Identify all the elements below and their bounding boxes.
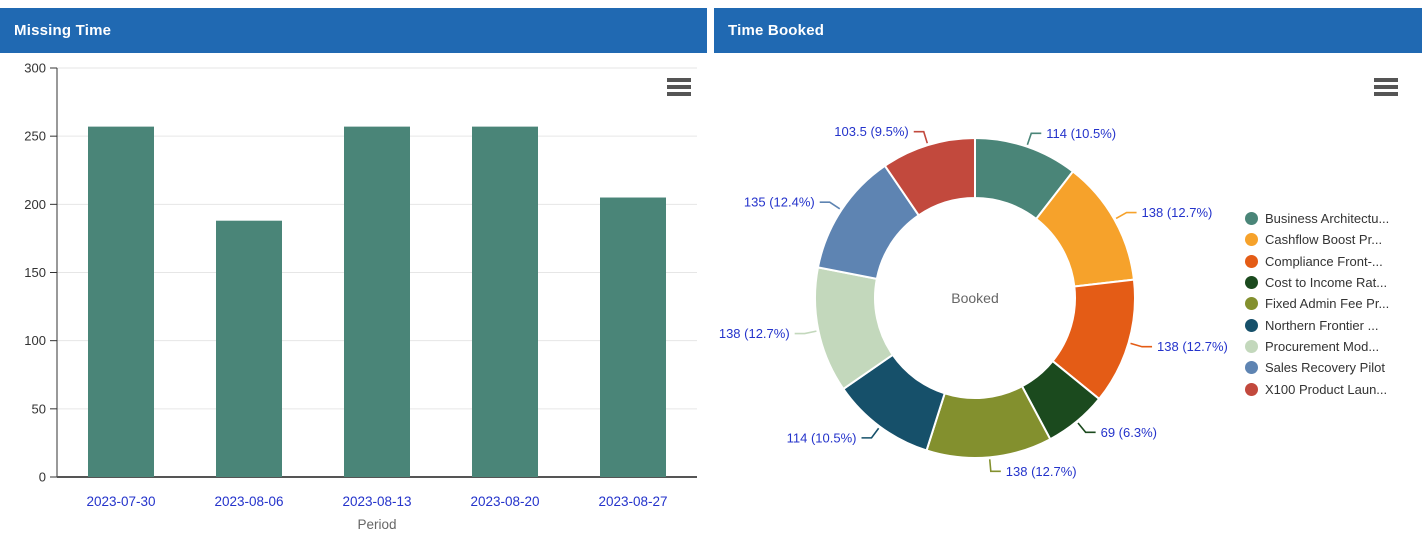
- time-booked-donut-chart: 114 (10.5%) 138 (12.7%) 138 (12.7%) 69 (6.3…: [719, 124, 1228, 479]
- legend-item-Cost to Income Rat...[interactable]: Cost to Income Rat...: [1245, 272, 1421, 293]
- donut-center-label: Booked: [951, 290, 998, 306]
- legend-item-Northern Frontier ...[interactable]: Northern Frontier ...: [1245, 314, 1421, 335]
- x-axis-category-label: 2023-08-06: [214, 494, 283, 509]
- x-axis-category-label: 2023-08-13: [342, 494, 411, 509]
- legend-dot-icon: [1245, 233, 1258, 247]
- bar-2023-08-20[interactable]: [472, 126, 538, 477]
- legend-label: Compliance Front-...: [1265, 253, 1383, 269]
- legend-dot-icon: [1245, 254, 1258, 268]
- bar-2023-08-13[interactable]: [344, 126, 410, 477]
- data-label-connector: [913, 130, 929, 144]
- data-label-connector: [794, 330, 817, 335]
- data-label-connector: [1115, 211, 1137, 220]
- legend-label: Cashflow Boost Pr...: [1265, 232, 1383, 248]
- bar-2023-07-30[interactable]: [88, 126, 154, 477]
- donut-data-label: 138 (12.7%): [1157, 339, 1228, 354]
- legend-item-Fixed Admin Fee Pr...[interactable]: Fixed Admin Fee Pr...: [1245, 293, 1421, 314]
- hamburger-bar: [1374, 85, 1398, 89]
- legend-dot-icon: [1245, 297, 1258, 311]
- data-label-connector: [1130, 342, 1153, 348]
- donut-data-label: 114 (10.5%): [1046, 126, 1116, 141]
- donut-data-label: 138 (12.7%): [1142, 205, 1213, 220]
- hamburger-menu-icon[interactable]: [667, 78, 691, 99]
- donut-data-label: 114 (10.5%): [787, 430, 857, 445]
- legend-label: X100 Product Laun...: [1265, 381, 1388, 397]
- donut-data-label: 135 (12.4%): [744, 195, 815, 210]
- missing-time-chart-area: 0 50 100 150 200 250 300 2023-07-30 2023-08-06 20…: [0, 53, 707, 538]
- data-label-connector: [1026, 132, 1042, 145]
- data-label-connector: [861, 427, 880, 439]
- time-booked-chart-area: 114 (10.5%) 138 (12.7%) 138 (12.7%) 69 (6.3…: [714, 53, 1422, 538]
- legend-label: Procurement Mod...: [1265, 338, 1380, 354]
- donut-slice-X100 Product Laun...[interactable]: [883, 136, 976, 217]
- legend-item-Sales Recovery Pilot[interactable]: Sales Recovery Pilot: [1245, 357, 1421, 378]
- missing-time-header: Missing Time: [0, 8, 707, 53]
- x-axis-category-label: 2023-08-27: [598, 494, 667, 509]
- donut-data-label: 103.5 (9.5%): [834, 124, 908, 139]
- y-axis-tick-label: 150: [24, 265, 46, 280]
- legend-label: Fixed Admin Fee Pr...: [1265, 296, 1390, 312]
- time-booked-title: Time Booked: [728, 22, 825, 39]
- data-label-connector: [988, 459, 1001, 473]
- legend-label: Northern Frontier ...: [1265, 317, 1379, 333]
- legend-label: Cost to Income Rat...: [1265, 275, 1388, 291]
- hamburger-bar: [667, 85, 691, 89]
- y-axis-tick-label: 0: [39, 470, 46, 485]
- legend-item-Compliance Front-...[interactable]: Compliance Front-...: [1245, 251, 1421, 272]
- legend-item-Procurement Mod...[interactable]: Procurement Mod...: [1245, 336, 1421, 357]
- missing-time-title: Missing Time: [14, 22, 112, 39]
- donut-data-label: 138 (12.7%): [1006, 464, 1077, 479]
- hamburger-bar: [1374, 92, 1398, 96]
- missing-time-bar-chart: 0 50 100 150 200 250 300 2023-07-30 2023-08-06 20…: [24, 61, 697, 532]
- legend-dot-icon: [1245, 212, 1258, 226]
- bar-2023-08-27[interactable]: [600, 197, 666, 477]
- legend-dot-icon: [1245, 339, 1258, 353]
- hamburger-bar: [1374, 78, 1398, 82]
- x-axis-title: Period: [357, 517, 396, 532]
- y-axis-tick-label: 100: [24, 333, 46, 348]
- panel-missing-time: Missing Time 0 50 100 150 200 250 300 2023-07-3…: [0, 8, 707, 538]
- y-axis-tick-label: 300: [24, 61, 46, 76]
- y-axis-tick-label: 200: [24, 197, 46, 212]
- panel-time-booked: Time Booked 114 (10.5%) 138 (12.7%) 138 (1…: [714, 8, 1422, 538]
- hamburger-menu-icon[interactable]: [1374, 78, 1398, 99]
- legend-label: Business Architectu...: [1265, 211, 1390, 227]
- x-axis-category-label: 2023-07-30: [86, 494, 155, 509]
- donut-data-label: 138 (12.7%): [719, 326, 790, 341]
- donut-data-label: 69 (6.3%): [1101, 425, 1157, 440]
- legend-item-X100 Product Laun...[interactable]: X100 Product Laun...: [1245, 378, 1421, 399]
- x-axis-category-label: 2023-08-20: [470, 494, 539, 509]
- legend-dot-icon: [1245, 382, 1258, 396]
- data-label-connector: [1077, 422, 1096, 434]
- data-label-connector: [819, 201, 841, 210]
- y-axis-tick-label: 250: [24, 129, 46, 144]
- time-booked-header: Time Booked: [714, 8, 1422, 53]
- legend-dot-icon: [1245, 276, 1258, 290]
- bar-2023-08-06[interactable]: [216, 220, 282, 477]
- legend-dot-icon: [1245, 361, 1258, 375]
- y-axis-tick-label: 50: [32, 401, 46, 416]
- legend-item-Business Architectu...[interactable]: Business Architectu...: [1245, 208, 1421, 229]
- hamburger-bar: [667, 78, 691, 82]
- legend-label: Sales Recovery Pilot: [1265, 360, 1385, 376]
- legend-dot-icon: [1245, 318, 1258, 332]
- legend-item-Cashflow Boost Pr...[interactable]: Cashflow Boost Pr...: [1245, 229, 1421, 250]
- donut-legend: Business Architectu... Cashflow Boost Pr.…: [1245, 208, 1421, 400]
- hamburger-bar: [667, 92, 691, 96]
